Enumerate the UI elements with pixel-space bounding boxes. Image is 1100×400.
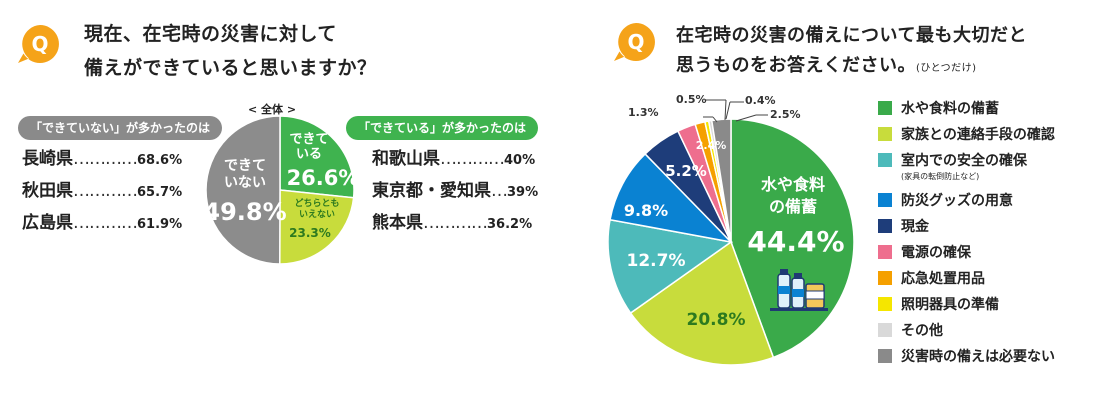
q-letter: Q [31,32,48,56]
slice-value-safety: 12.7% [627,251,686,271]
not-prepared-header: 「できていない」が多かったのは [18,116,223,140]
leader-line-first-aid-2 [712,116,718,123]
question-note: (ひとつだけ) [915,63,977,74]
legend-item: 室内での安全の確保 (家具の転倒防止など) [878,150,1055,190]
pie-slice-1 [629,240,775,366]
legend-swatch [878,271,892,285]
slice-label-water-food: 水や食料 [761,175,825,194]
list-item: 長崎県…………68.6% [22,149,183,169]
pie-slice-2 [608,218,733,315]
not-prepared-list: 長崎県…………68.6% 秋田県…………65.7% 広島県…………61.9% [22,143,182,239]
pie-slice-1 [279,189,355,265]
leader-line-lighting-2 [724,99,727,121]
list-item: 広島県…………61.9% [22,213,183,233]
slice-value-first-aid: 1.3% [628,106,659,119]
slice-label-water-food-2: の備蓄 [769,197,817,216]
legend-swatch [878,101,892,115]
right-question-title-line1: 在宅時の災害の備えについて最も大切だと [676,25,1027,46]
legend-swatch [878,323,892,337]
legend-item: その他 [878,320,1055,346]
slice-label-prepared-2: いる [296,147,322,162]
slice-label-not-prepared: できて [224,158,266,174]
question-q-icon-2: Q [614,23,655,61]
prepared-header: 「できている」が多かったのは [346,116,539,140]
pie-slice-9 [710,118,732,243]
slice-value-goods: 9.8% [624,201,668,220]
slice-value-not-prepared: 49.8% [205,198,287,226]
legend-item: 現金 [878,216,1055,242]
list-item: 秋田県…………65.7% [22,181,183,201]
legend-item: 応急処置用品 [878,268,1055,294]
q-letter-2: Q [627,30,644,54]
legend-item: 災害時の備えは必要ない [878,346,1055,372]
left-question-title-line1: 現在、在宅時の災害に対して [84,23,337,45]
stockpile-illustration-icon [770,269,828,311]
slice-label-prepared: できて [289,132,328,147]
legend-sublabel: (家具の転倒防止など) [901,172,980,181]
question-q-icon: Q [18,25,59,63]
list-item: 和歌山県…………40% [372,149,536,169]
legend-swatch [878,297,892,311]
slice-value-neutral: 23.3% [289,226,331,240]
legend-item: 水や食料の備蓄 [878,98,1055,124]
legend-swatch [878,127,892,141]
legend-item: 防災グッズの用意 [878,190,1055,216]
legend-swatch [878,219,892,233]
slice-label-neutral-2: いえない [299,209,335,220]
slice-value-unnecessary: 2.5% [770,108,801,121]
slice-value-prepared: 26.6% [287,166,355,190]
slice-label-not-prepared-2: いない [224,175,266,191]
legend-item: 家族との連絡手段の確認 [878,124,1055,150]
pie-slice-0 [279,115,355,199]
left-question-title-line2: 備えができていると思いますか？ [84,57,377,79]
slice-label-neutral: どちらとも [294,197,339,209]
pie-slice-3 [609,152,734,244]
leader-line-other-2 [725,101,731,120]
chart-legend: 水や食料の備蓄 家族との連絡手段の確認 室内での安全の確保 (家具の転倒防止など)… [878,98,1055,372]
slice-value-water-food: 44.4% [747,225,844,258]
overall-label: < 全体 > [248,103,297,116]
legend-swatch [878,193,892,207]
slice-value-power: 2.4% [696,139,727,152]
slice-value-cash: 5.2% [665,162,707,180]
priority-pie-chart: 水や食料 の備蓄 44.4% 12.7% 9.8% 5.2% 2.4% 20.8… [608,93,855,366]
slice-value-other: 0.4% [745,94,776,107]
slice-value-contact: 20.8% [687,310,746,330]
slice-value-lighting: 0.5% [676,93,707,106]
list-item: 熊本県…………36.2% [372,213,533,233]
legend-item: 電源の確保 [878,242,1055,268]
legend-item: 照明器具の準備 [878,294,1055,320]
legend-swatch [878,245,892,259]
legend-swatch [878,153,892,167]
leader-line-unnecessary-2 [735,114,757,122]
prepared-list: 和歌山県…………40% 東京都・愛知県…39% 熊本県…………36.2% [372,143,538,239]
prepared-pie-chart: できて いる 26.6% どちらとも いえない 23.3% できて いない 49… [205,115,355,265]
right-question-title-line2: 思うものをお答えください。(ひとつだけ) [676,55,977,76]
legend-swatch [878,349,892,363]
list-item: 東京都・愛知県…39% [372,181,539,201]
pie-slice-2 [205,115,281,265]
